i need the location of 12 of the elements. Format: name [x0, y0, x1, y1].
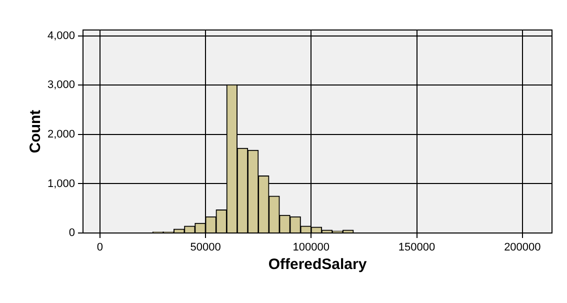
x-axis-title: OfferedSalary	[268, 256, 368, 274]
y-tick-label: 2,000	[47, 128, 75, 140]
x-tick-label: 50000	[190, 242, 221, 254]
x-tick-label: 0	[96, 242, 103, 254]
y-axis-title: Count	[27, 110, 44, 154]
y-tick-label: 4,000	[47, 30, 75, 42]
x-tick-label: 200000	[504, 242, 541, 254]
y-tick-label: 1,000	[47, 178, 75, 190]
y-tick-label: 3,000	[47, 79, 75, 92]
y-tick-label: 0	[68, 227, 75, 240]
x-tick-label: 100000	[292, 242, 330, 254]
x-tick-label: 150000	[398, 242, 436, 254]
